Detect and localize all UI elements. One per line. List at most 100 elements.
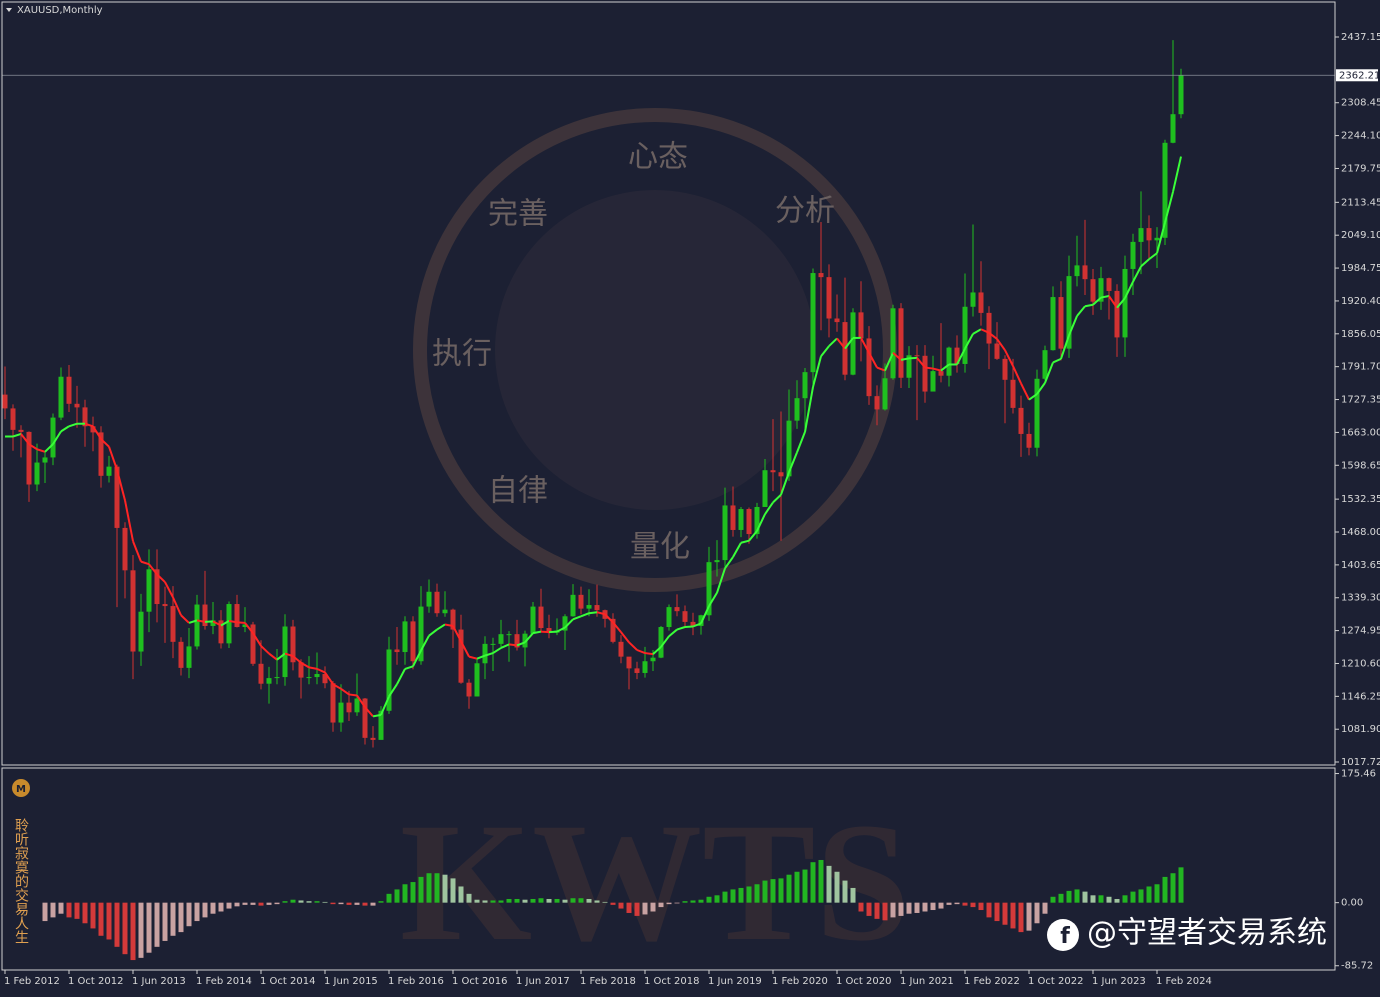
ma-segment	[404, 665, 414, 670]
histogram-bar	[458, 886, 464, 903]
histogram-bar	[498, 900, 504, 903]
candle-body	[402, 621, 408, 653]
histogram-bar	[1002, 902, 1008, 925]
candle-body	[754, 506, 760, 535]
candle-body	[1050, 297, 1056, 351]
ma-segment	[652, 646, 662, 655]
histogram-bar	[202, 902, 208, 918]
histogram-bar	[826, 865, 832, 903]
ma-segment	[244, 622, 254, 634]
candle-body	[442, 609, 448, 614]
candle-body	[962, 306, 968, 364]
ma-segment	[92, 425, 102, 440]
candle-body	[186, 646, 192, 668]
histogram-bar	[970, 902, 976, 908]
ma-segment	[540, 630, 550, 634]
ma-segment	[268, 652, 278, 661]
candle-body	[338, 702, 344, 723]
candle-body	[1026, 433, 1032, 448]
candle-body	[258, 663, 264, 684]
candle-body	[698, 615, 704, 626]
wm-word: 心态	[628, 140, 688, 175]
candle-body	[498, 634, 504, 644]
ma-segment	[284, 652, 294, 658]
candle-body	[746, 509, 752, 535]
candle-body	[434, 591, 440, 614]
candle-body	[2, 394, 8, 409]
ma-segment	[588, 611, 598, 615]
candle-body	[570, 594, 576, 617]
ma-segment	[156, 573, 166, 583]
histogram-bar	[1042, 902, 1048, 914]
y-tick-label: 1532.35	[1341, 494, 1380, 505]
candle-body	[1122, 268, 1128, 338]
histogram-bar	[922, 902, 928, 912]
candle-body	[666, 607, 672, 628]
histogram-bar	[322, 901, 328, 903]
candle-body	[1114, 290, 1120, 338]
candle-body	[818, 273, 824, 278]
candle-body	[74, 403, 80, 408]
ma-segment	[1068, 315, 1078, 336]
ma-segment	[236, 621, 246, 624]
x-tick-label: 1 Oct 2012	[68, 976, 123, 987]
ma-segment	[636, 649, 646, 654]
histogram-bar	[450, 878, 456, 903]
candle-body	[50, 417, 56, 458]
ma-segment	[700, 605, 710, 624]
x-tick-label: 1 Jun 2021	[900, 976, 954, 987]
footer-text: @守望者交易系统	[1087, 916, 1327, 951]
histogram-bar	[898, 902, 904, 916]
histogram-bar	[1010, 902, 1016, 929]
ma-segment	[1084, 303, 1094, 308]
histogram-bar	[778, 878, 784, 903]
candle-body	[58, 376, 64, 418]
candle-body	[786, 420, 792, 477]
ma-segment	[620, 631, 630, 643]
histogram-bar	[858, 902, 864, 912]
ma-segment	[972, 328, 982, 335]
x-tick-label: 1 Feb 2022	[964, 976, 1020, 987]
candle-body	[1170, 114, 1176, 143]
candle-body	[122, 527, 128, 571]
histogram-bar	[402, 884, 408, 903]
ma-segment	[1060, 335, 1070, 360]
candle-body	[418, 606, 424, 662]
candle-body	[362, 698, 368, 738]
ma-segment	[1076, 305, 1086, 317]
histogram-bar	[666, 902, 672, 905]
ma-segment	[716, 567, 726, 594]
candle-body	[586, 605, 592, 609]
histogram-bar	[610, 902, 616, 905]
y-tick-label: 2179.75	[1341, 163, 1380, 174]
candle-body	[282, 626, 288, 678]
ma-segment	[68, 422, 78, 428]
ma-segment	[996, 338, 1006, 351]
candle-body	[562, 616, 568, 631]
histogram-bar	[1090, 895, 1096, 903]
histogram-bar	[1026, 902, 1032, 931]
histogram-bar	[434, 873, 440, 903]
ma-segment	[300, 661, 310, 669]
histogram-bar	[674, 902, 680, 904]
candle-body	[738, 509, 744, 530]
histogram-bar	[266, 902, 272, 905]
histogram-bar	[354, 902, 360, 905]
x-tick-label: 1 Jun 2017	[516, 976, 570, 987]
candle-body	[66, 376, 72, 404]
candle-body	[386, 649, 392, 711]
ma-segment	[52, 430, 62, 445]
candle-body	[802, 372, 808, 399]
ma-segment	[924, 366, 934, 370]
candle-body	[930, 371, 936, 392]
candle-body	[202, 604, 208, 626]
histogram-bar	[714, 895, 720, 903]
candle-body	[874, 396, 880, 410]
ma-segment	[548, 630, 558, 634]
histogram-bar	[90, 902, 96, 929]
y-tick-label: -85.72	[1341, 961, 1373, 972]
candle-body	[522, 633, 528, 648]
ma-segment	[28, 443, 38, 451]
candle-body	[290, 626, 296, 663]
candle-body	[690, 621, 696, 626]
